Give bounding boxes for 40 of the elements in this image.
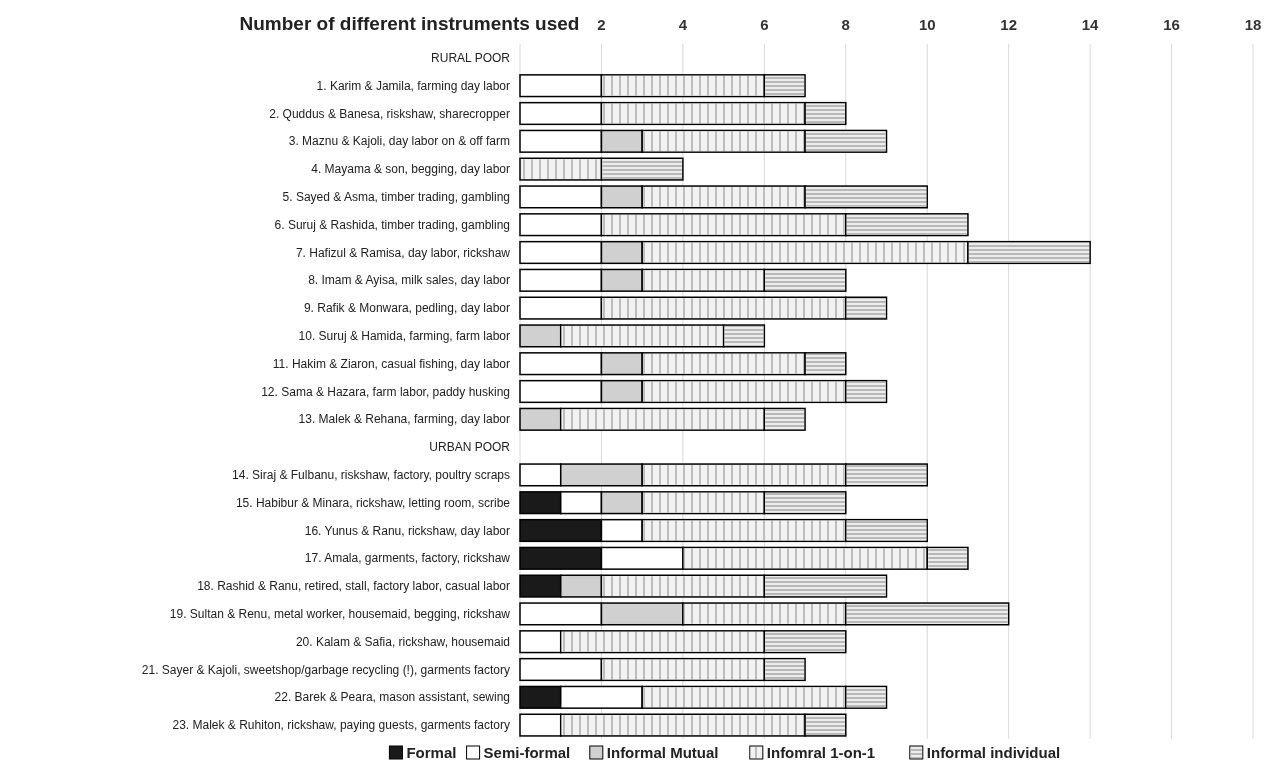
x-tick-label: 10 [918, 16, 936, 33]
x-tick-label: 4 [678, 16, 688, 33]
y-tick-label: 16. Yunus & Ranu, rickshaw, day labor [304, 523, 510, 538]
x-tick-label: 12 [1000, 16, 1018, 33]
x-tick-label: 14 [1081, 16, 1100, 33]
x-tick-label: 6 [760, 16, 769, 33]
y-tick-label: 14. Siraj & Fulbanu, riskshaw, factory, poultry scraps [232, 467, 510, 482]
y-tick-label: 17. Amala, garments, factory, rickshaw [304, 551, 511, 566]
y-tick-label: 4. Mayama & son, begging, day labor [311, 162, 510, 177]
y-tick-label: 20. Kalam & Safia, rickshaw, housemaid [295, 634, 510, 649]
y-tick-label: 22. Barek & Peara, mason assistant, sewing [274, 690, 510, 705]
y-tick-label: 23. Malek & Ruhiton, rickshaw, paying guests, garments factory [172, 718, 510, 733]
y-tick-label: 21. Sayer & Kajoli, sweetshop/garbage recycling (!), garments factory [141, 662, 510, 677]
y-tick-label: 2. Quddus & Banesa, riskshaw, sharecropper [269, 106, 510, 121]
y-tick-label: 13. Malek & Rehana, farming, day labor [298, 412, 510, 427]
y-tick-label: 19. Sultan & Renu, metal worker, housemaid, begging, rickshaw [169, 606, 511, 621]
y-tick-label: 15. Habibur & Minara, rickshaw, letting room, scribe [235, 495, 511, 510]
x-axis-title: Number of different instruments used [239, 13, 580, 34]
y-tick-label: 12. Sama & Hazara, farm labor, paddy husking [261, 384, 510, 399]
y-tick-label: 5. Sayed & Asma, timber trading, gambling [282, 189, 510, 204]
y-tick-label: 11. Hakim & Ziaron, casual fishing, day labor [272, 356, 510, 371]
legend-label: Informal individual [926, 744, 1061, 761]
x-tick-label: 8 [841, 16, 850, 33]
y-tick-label: 8. Imam & Ayisa, milk sales, day labor [308, 273, 510, 288]
y-tick-label: 9. Rafik & Monwara, pedling, day labor [303, 301, 510, 316]
y-tick-label: 10. Suruj & Hamida, farming, farm labor [298, 328, 510, 343]
y-tick-label: URBAN POOR [429, 440, 511, 455]
x-tick-label: 2 [597, 16, 606, 33]
y-tick-label: 6. Suruj & Rashida, timber trading, gambling [274, 217, 510, 232]
y-tick-label: 18. Rashid & Ranu, retired, stall, factory labor, casual labor [197, 579, 510, 594]
x-tick-label: 18 [1244, 16, 1262, 33]
x-tick-label: 16 [1163, 16, 1180, 33]
y-tick-label: 7. Hafizul & Ramisa, day labor, rickshaw [295, 245, 511, 260]
legend-label: Semi-formal [483, 744, 571, 761]
y-tick-label: RURAL POOR [431, 50, 511, 65]
legend-label: Formal [406, 744, 457, 761]
y-tick-label: 1. Karim & Jamila, farming day labor [316, 78, 510, 93]
y-tick-label: 3. Maznu & Kajoli, day labor on & off farm [288, 134, 510, 149]
legend-label: Informal Mutual [606, 744, 719, 761]
legend-label: Infomral 1-on-1 [766, 744, 876, 761]
